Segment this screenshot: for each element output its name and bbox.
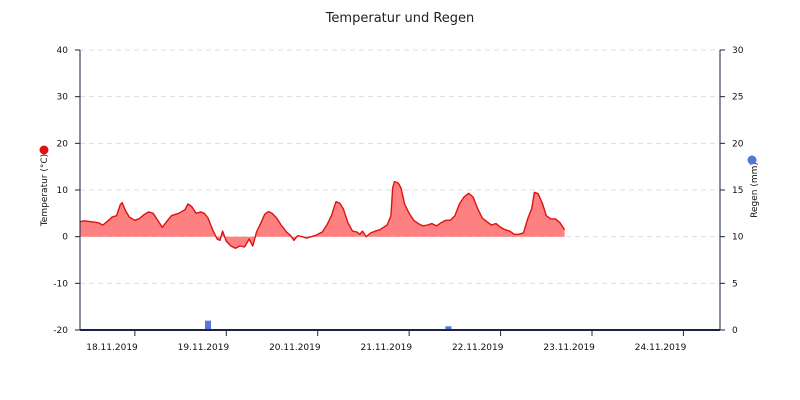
right-tick-label: 30 (732, 46, 744, 56)
right-tick-label: 10 (732, 233, 744, 243)
x-tick-label: 22.11.2019 (452, 343, 504, 353)
x-tick-label: 23.11.2019 (543, 343, 595, 353)
rain-series (205, 320, 452, 330)
left-tick-label: -20 (53, 326, 68, 336)
left-tick-label: 10 (57, 186, 69, 196)
left-tick-label: 0 (62, 233, 68, 243)
axes: -20 -10 0 10 20 30 40 0 5 10 15 20 25 30 18.11.2019 19.… (53, 46, 743, 353)
x-tick-label: 18.11.2019 (86, 343, 138, 353)
left-tick-label: -10 (53, 279, 68, 289)
right-tick-label: 0 (732, 326, 738, 336)
x-tick-label: 19.11.2019 (178, 343, 230, 353)
left-axis-title: Temperatur (°C) (40, 154, 50, 227)
x-tick-label: 20.11.2019 (269, 343, 321, 353)
gridlines (80, 49, 720, 284)
chart-title: Temperatur und Regen (325, 11, 475, 26)
x-tick-label: 24.11.2019 (635, 343, 687, 353)
temperature-line (79, 180, 566, 249)
right-tick-label: 20 (732, 139, 744, 149)
right-tick-label: 5 (732, 279, 738, 289)
left-tick-label: 20 (57, 139, 69, 149)
right-tick-label: 15 (732, 186, 743, 196)
x-tick-label: 21.11.2019 (361, 343, 413, 353)
right-tick-label: 25 (732, 93, 743, 103)
temperature-legend-dot (39, 145, 49, 155)
temperature-series (79, 180, 566, 249)
left-tick-label: 30 (57, 93, 69, 103)
rain-bar (445, 326, 452, 330)
rain-legend-dot (747, 155, 757, 165)
temperature-area (80, 181, 565, 249)
right-axis-title: Regen (mm) (750, 162, 760, 218)
rain-bar (205, 320, 211, 330)
left-tick-label: 40 (57, 46, 69, 56)
